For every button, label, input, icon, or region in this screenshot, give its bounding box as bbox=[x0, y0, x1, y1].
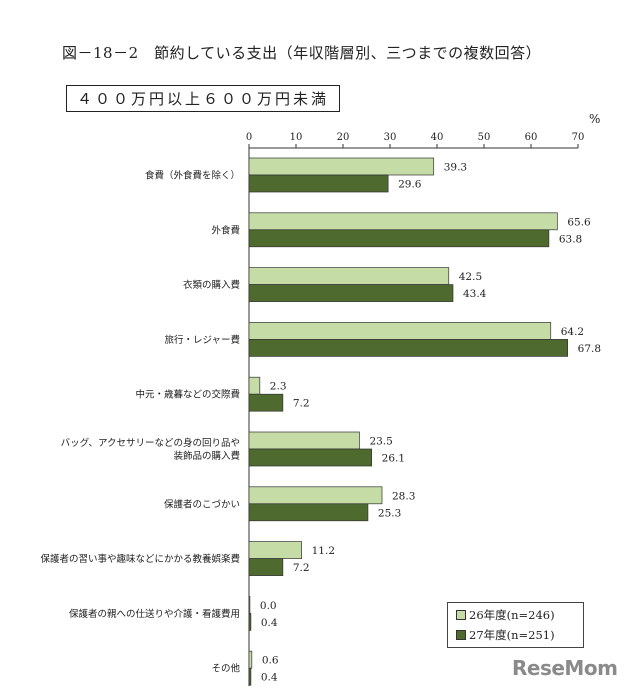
data-label-2015-2: 43.4 bbox=[463, 288, 487, 300]
data-label-2014-4: 2.3 bbox=[270, 381, 287, 393]
data-label-2015-9: 0.4 bbox=[261, 672, 278, 684]
category-label-5-line1: 装飾品の購入費 bbox=[173, 450, 240, 462]
chart-legend: 26年度(n=246) 27年度(n=251) bbox=[447, 602, 584, 648]
data-label-2015-7: 7.2 bbox=[293, 562, 310, 574]
legend-item-2014: 26年度(n=246) bbox=[448, 605, 583, 625]
data-label-2015-8: 0.4 bbox=[261, 617, 278, 629]
bar-2015-9 bbox=[248, 667, 252, 686]
bar-2014-8 bbox=[248, 596, 251, 614]
data-label-2015-1: 63.8 bbox=[559, 233, 582, 245]
x-tick-label-40: 40 bbox=[431, 132, 444, 143]
data-label-2014-6: 28.3 bbox=[392, 490, 415, 502]
bar-2015-3 bbox=[248, 339, 569, 357]
x-tick-label-70: 70 bbox=[572, 132, 585, 143]
data-label-2014-7: 11.2 bbox=[312, 545, 335, 557]
bar-2014-0 bbox=[248, 157, 435, 176]
data-label-2014-3: 64.2 bbox=[561, 326, 584, 338]
bar-2014-9 bbox=[248, 650, 253, 669]
data-label-2014-5: 23.5 bbox=[369, 436, 392, 448]
x-tick-label-20: 20 bbox=[337, 132, 350, 143]
bar-2015-7 bbox=[248, 558, 284, 576]
bar-2014-1 bbox=[248, 212, 558, 231]
data-label-2015-6: 25.3 bbox=[378, 507, 401, 519]
data-label-2014-8: 0.0 bbox=[260, 600, 277, 612]
category-label-9: その他 bbox=[211, 663, 240, 675]
data-label-2014-2: 42.5 bbox=[459, 271, 482, 283]
bar-2014-7 bbox=[248, 541, 302, 559]
bar-2015-2 bbox=[248, 284, 454, 302]
x-tick-label-60: 60 bbox=[525, 132, 538, 143]
axis-unit-label: % bbox=[589, 112, 601, 126]
category-label-5-line0: バッグ、アクセサリーなどの身の回り品や bbox=[61, 437, 240, 449]
category-label-6: 保護者のこづかい bbox=[164, 498, 240, 510]
legend-label-2014: 26年度(n=246) bbox=[469, 608, 555, 622]
chart-title: 図－18－2 節約している支出（年収階層別、三つまでの複数回答） bbox=[62, 44, 542, 62]
category-label-4: 中元・歳暮などの交際費 bbox=[135, 389, 240, 401]
x-tick-label-10: 10 bbox=[290, 132, 303, 143]
x-tick-label-30: 30 bbox=[384, 132, 397, 143]
category-label-1: 外食費 bbox=[211, 224, 240, 236]
data-label-2014-1: 65.6 bbox=[567, 216, 591, 228]
category-label-8: 保護者の親への仕送りや介護・看護費用 bbox=[69, 608, 240, 620]
x-tick-label-0: 0 bbox=[246, 132, 252, 143]
legend-swatch-2014 bbox=[456, 610, 466, 620]
bar-2015-6 bbox=[248, 503, 369, 522]
category-label-0: 食費（外食費を除く） bbox=[145, 170, 240, 182]
data-label-2014-9: 0.6 bbox=[262, 655, 279, 667]
bar-2014-6 bbox=[248, 486, 383, 505]
data-label-2015-3: 67.8 bbox=[578, 343, 601, 355]
bar-2015-1 bbox=[248, 229, 550, 248]
legend-item-2015: 27年度(n=251) bbox=[448, 625, 583, 645]
data-label-2015-0: 29.6 bbox=[398, 179, 422, 191]
chart-subtitle: ４００万円以上６００万円未満 bbox=[66, 85, 341, 112]
bar-2014-2 bbox=[248, 267, 450, 285]
bar-2014-4 bbox=[248, 376, 261, 395]
data-label-2015-5: 26.1 bbox=[382, 453, 405, 465]
bar-2015-5 bbox=[248, 448, 373, 467]
category-label-7: 保護者の習い事や趣味などにかかる教養娯楽費 bbox=[40, 553, 240, 565]
bar-2015-4 bbox=[248, 393, 284, 412]
bar-2014-3 bbox=[248, 322, 552, 340]
data-label-2015-4: 7.2 bbox=[293, 398, 310, 410]
data-label-2014-0: 39.3 bbox=[444, 162, 467, 174]
resemom-logo: ReseMom bbox=[512, 656, 618, 680]
legend-swatch-2015 bbox=[456, 630, 466, 640]
category-label-2: 衣類の購入費 bbox=[183, 279, 240, 291]
category-label-3: 旅行・レジャー費 bbox=[164, 334, 240, 346]
bar-2015-8 bbox=[248, 613, 252, 631]
x-tick-label-50: 50 bbox=[478, 132, 491, 143]
legend-label-2015: 27年度(n=251) bbox=[469, 628, 555, 642]
bar-2014-5 bbox=[248, 431, 360, 450]
bar-2015-0 bbox=[248, 174, 389, 193]
